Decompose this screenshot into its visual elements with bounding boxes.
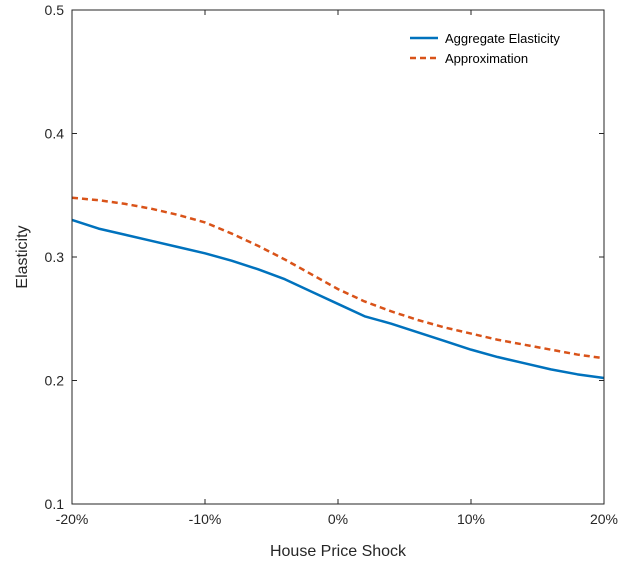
y-axis-title: Elasticity xyxy=(14,225,31,288)
y-tick-label: 0.1 xyxy=(45,496,65,512)
legend: Aggregate Elasticity Approximation xyxy=(398,22,598,70)
series-line-1 xyxy=(71,196,605,360)
x-tick-label: -10% xyxy=(189,511,222,527)
legend-box xyxy=(398,22,598,70)
plot-area xyxy=(72,10,604,504)
x-tick-label: 10% xyxy=(457,511,485,527)
legend-label-1: Approximation xyxy=(445,51,528,66)
y-tick-label: 0.3 xyxy=(45,249,65,265)
series-layer xyxy=(71,196,605,380)
ticks-layer: -20% -10% 0% 10% 20% 0.1 0.2 0.3 0.4 0.5 xyxy=(45,2,618,527)
y-tick-label: 0.4 xyxy=(45,126,65,142)
x-tick-label: 0% xyxy=(328,511,348,527)
y-tick-label: 0.5 xyxy=(45,2,65,18)
y-tick-label: 0.2 xyxy=(45,373,65,389)
x-tick-label: 20% xyxy=(590,511,618,527)
x-axis-title: House Price Shock xyxy=(270,543,407,560)
legend-label-0: Aggregate Elasticity xyxy=(445,31,560,46)
x-tick-label: -20% xyxy=(56,511,89,527)
series-line-0 xyxy=(71,218,605,380)
